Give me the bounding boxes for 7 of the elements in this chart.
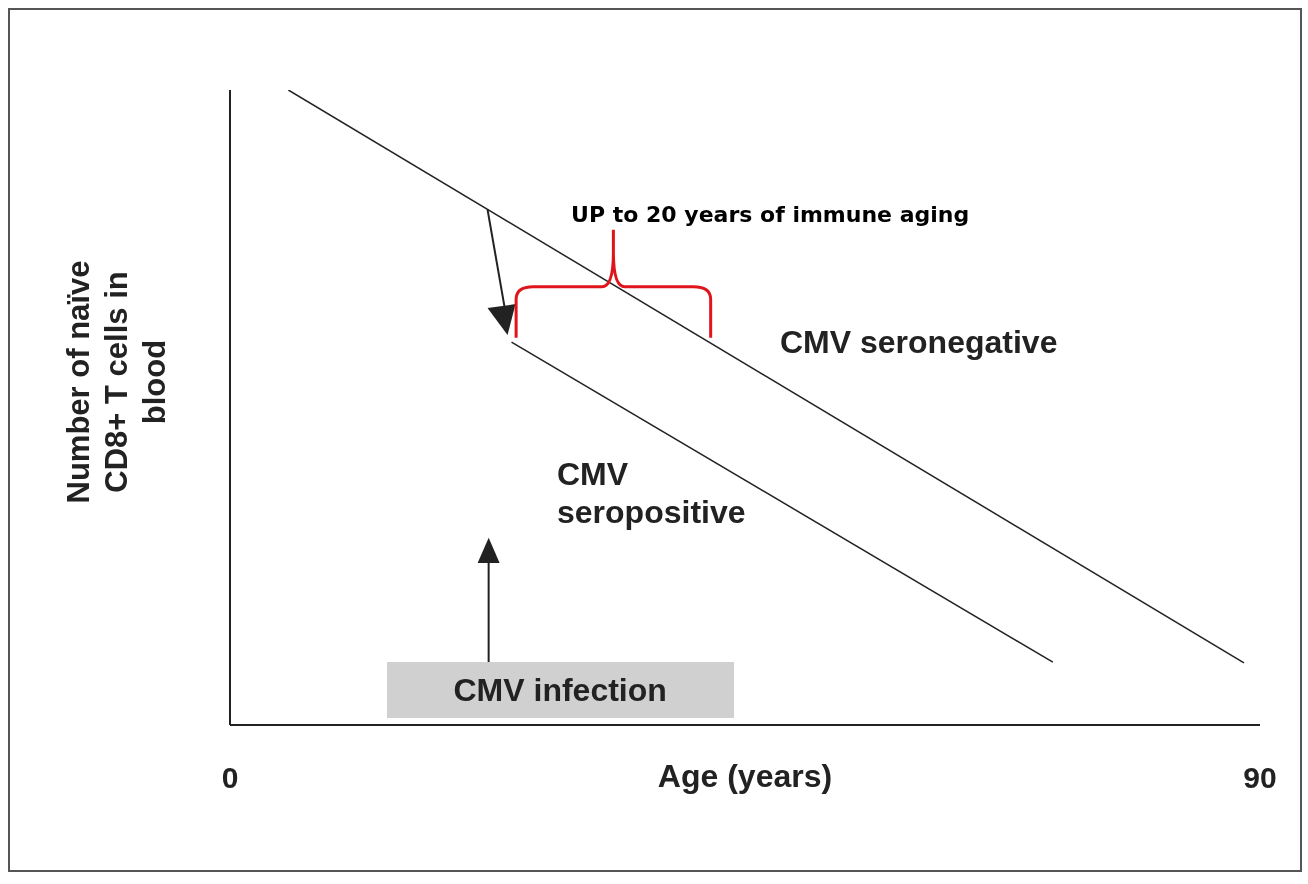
x-tick-label: 90 (1243, 761, 1277, 795)
series-label: CMV seropositive (557, 455, 747, 531)
series-label: CMV seronegative (780, 324, 1058, 361)
annotation: UP to 20 years of immune aging (570, 202, 971, 227)
x-axis-title: Age (years) (656, 758, 834, 795)
x-tick-label: 0 (221, 761, 239, 795)
y-axis-title: Number of naïve CD8+ T cells in blood (60, 259, 173, 506)
